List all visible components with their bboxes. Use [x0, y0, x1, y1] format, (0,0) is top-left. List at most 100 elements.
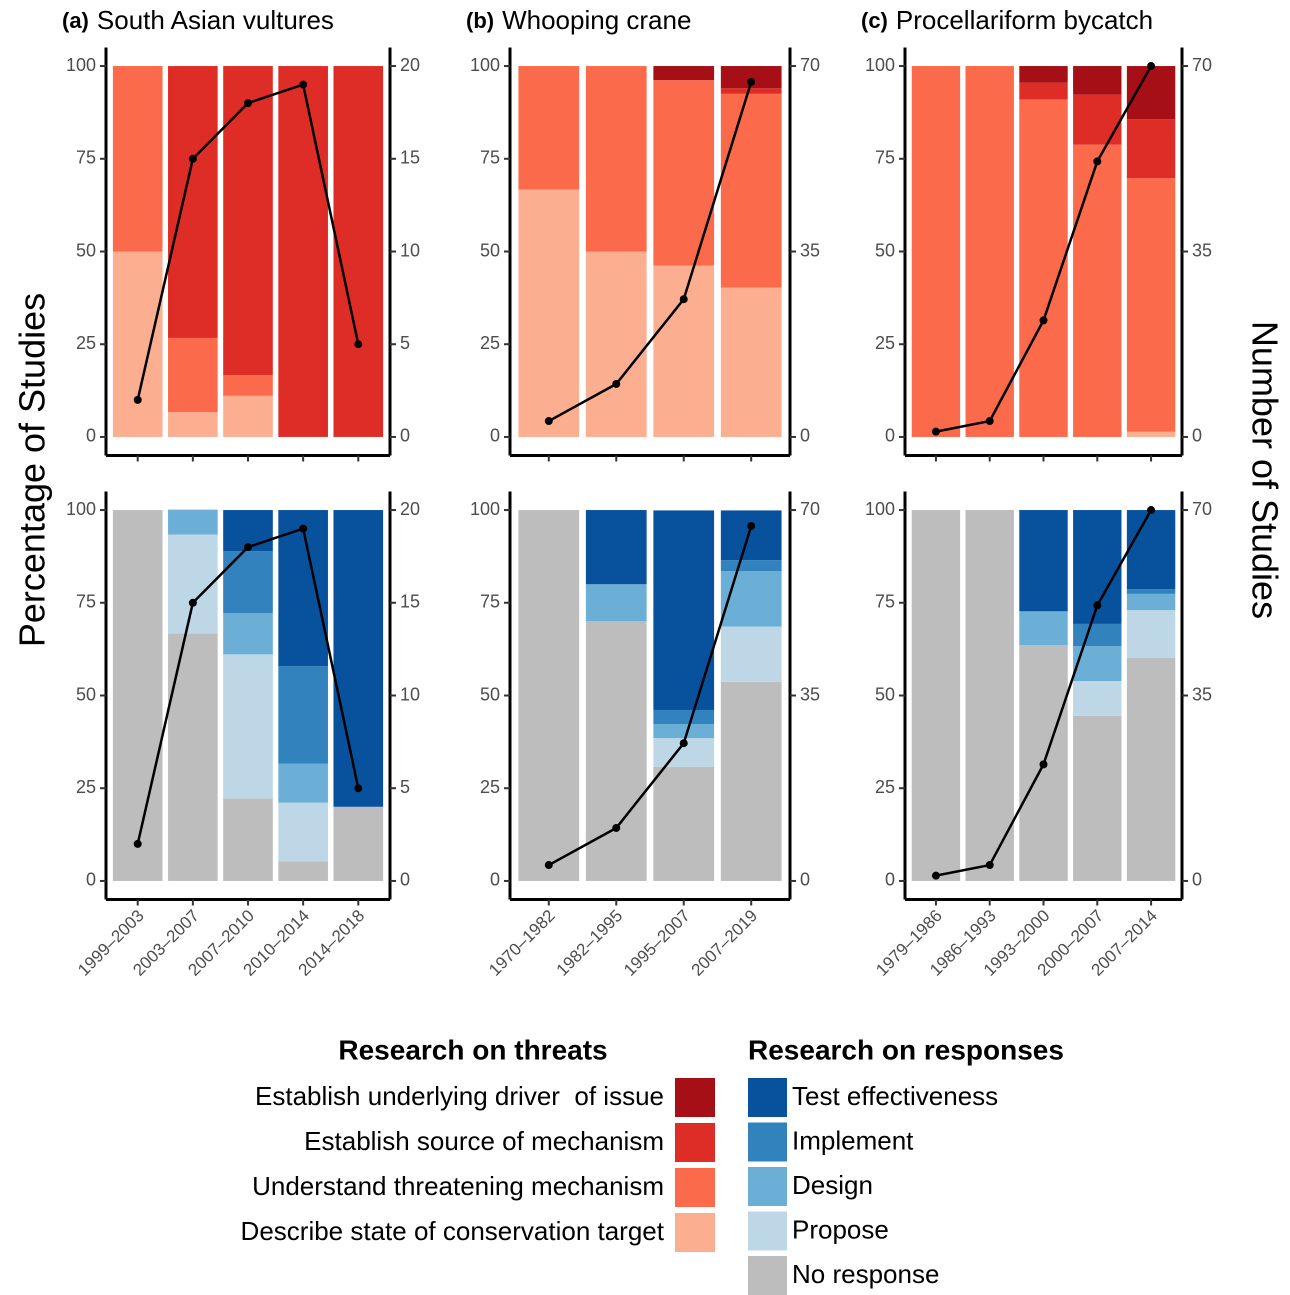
bar-segment: [653, 766, 715, 881]
y-tick-label: 0: [86, 426, 96, 446]
bar-segment: [223, 654, 273, 799]
bar-segment: [720, 93, 782, 288]
legend-label: Propose: [792, 1214, 889, 1244]
legend-swatch: [675, 1123, 715, 1162]
bar-segment: [720, 681, 782, 881]
y-tick-label: 75: [875, 592, 895, 612]
legend-label: Describe state of conservation target: [241, 1216, 665, 1246]
bar-segment: [965, 510, 1014, 881]
bar-segment: [1019, 99, 1068, 437]
count-point: [1039, 316, 1048, 325]
bar-segment: [333, 66, 384, 437]
bar-segment: [1126, 589, 1176, 594]
legend-label: Establish underlying driver of issue: [255, 1081, 664, 1111]
bar-segment: [333, 510, 384, 807]
y-axis-label: Percentage of Studies: [12, 293, 53, 647]
bar-segment: [168, 509, 218, 535]
y-tick-label: 0: [885, 426, 895, 446]
bar-segment: [911, 66, 961, 437]
count-point: [133, 395, 142, 404]
count-point: [985, 417, 994, 426]
count-point: [244, 99, 252, 108]
y2-tick-label: 0: [800, 870, 810, 890]
y-tick-label: 25: [480, 777, 500, 797]
y2-tick-label: 15: [400, 592, 420, 612]
bar-segment: [653, 66, 715, 81]
count-point: [1147, 506, 1156, 515]
y-tick-label: 100: [865, 55, 895, 75]
y2-tick-label: 20: [400, 55, 420, 75]
x-tick-label: 1970–1982: [485, 906, 559, 980]
legend-swatch: [748, 1078, 787, 1117]
bar-segment: [223, 798, 273, 881]
y2-tick-label: 10: [400, 684, 420, 704]
bar-segment: [1073, 94, 1122, 145]
y2-tick-label: 0: [1192, 870, 1202, 890]
count-point: [1093, 601, 1102, 610]
bar-segment: [518, 66, 580, 190]
legend-swatch: [748, 1167, 787, 1206]
y-tick-label: 50: [76, 240, 96, 260]
y2-tick-label: 70: [1192, 499, 1212, 519]
legend-label: Test effectiveness: [792, 1081, 998, 1111]
bar-segment: [911, 510, 961, 881]
y-tick-label: 25: [875, 333, 895, 353]
count-line: [548, 525, 753, 867]
y-tick-label: 25: [875, 777, 895, 797]
bar-segment: [1019, 611, 1068, 646]
bar-segment: [653, 265, 715, 437]
y2-tick-label: 70: [800, 499, 820, 519]
bar-segment: [720, 510, 782, 561]
y2-tick-label: 35: [1192, 684, 1212, 704]
bar-segment: [518, 189, 580, 437]
y2-tick-label: 35: [800, 240, 820, 260]
bar-segment: [278, 802, 328, 862]
bar-segment: [223, 551, 273, 614]
count-line: [548, 81, 753, 423]
bar-segment: [585, 584, 647, 622]
bar-segment: [720, 66, 782, 89]
y-tick-label: 0: [885, 870, 895, 890]
bar-segment: [1126, 658, 1176, 881]
count-point: [188, 154, 197, 163]
bar-segment: [1019, 66, 1068, 83]
bar-segment: [585, 621, 647, 881]
legend-label: No response: [792, 1259, 939, 1289]
count-point: [299, 524, 308, 533]
count-point: [244, 543, 252, 552]
panel-title: (a) South Asian vultures: [62, 5, 334, 35]
bar-segment: [112, 66, 163, 252]
y-tick-label: 75: [76, 592, 96, 612]
y2-tick-label: 70: [1192, 55, 1212, 75]
y-tick-label: 100: [470, 499, 500, 519]
bar-segment: [223, 66, 273, 376]
y-tick-label: 75: [875, 148, 895, 168]
panel-letter: (a): [62, 8, 89, 33]
bar-segment: [1073, 66, 1122, 95]
bar-segment: [278, 510, 328, 667]
bar-segment: [1126, 119, 1176, 179]
legend-swatch: [675, 1168, 715, 1207]
bar-segment: [1126, 510, 1176, 590]
x-tick-label: 1982–1995: [553, 906, 627, 980]
y-tick-label: 50: [875, 240, 895, 260]
bar-segment: [653, 80, 715, 266]
bar-segment: [168, 633, 218, 881]
count-point: [354, 340, 363, 349]
y-tick-label: 50: [480, 684, 500, 704]
y-tick-label: 0: [490, 426, 500, 446]
y-tick-label: 100: [470, 55, 500, 75]
bar-segment: [653, 510, 715, 710]
legend-title: Research on threats: [338, 1034, 607, 1065]
bar-segment: [720, 626, 782, 682]
bar-segment: [278, 861, 328, 881]
y2-tick-label: 5: [400, 777, 410, 797]
legend-title: Research on responses: [748, 1034, 1064, 1065]
bar-segment: [965, 66, 1014, 437]
legend-swatch: [748, 1256, 787, 1295]
panel-name: South Asian vultures: [97, 5, 334, 35]
y2-tick-label: 70: [800, 55, 820, 75]
y-tick-label: 50: [76, 684, 96, 704]
y2-tick-label: 15: [400, 148, 420, 168]
